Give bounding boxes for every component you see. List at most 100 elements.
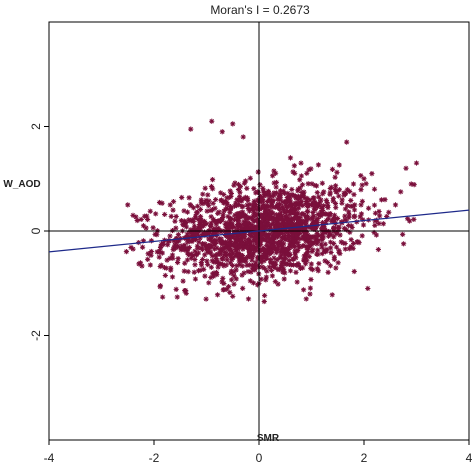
data-point	[231, 216, 238, 223]
data-point	[301, 242, 307, 249]
data-point	[275, 201, 281, 207]
data-point	[266, 196, 272, 202]
data-point	[296, 205, 302, 211]
data-point	[310, 267, 316, 273]
data-point	[295, 199, 302, 206]
data-point	[278, 229, 284, 236]
data-point	[221, 263, 227, 269]
data-point	[212, 252, 218, 258]
data-point	[324, 259, 331, 266]
data-point	[225, 213, 231, 220]
data-point	[365, 205, 372, 211]
data-point	[130, 212, 136, 218]
data-point	[285, 215, 291, 221]
data-point	[168, 213, 174, 219]
data-point	[263, 226, 269, 232]
data-point	[206, 203, 212, 209]
data-point	[212, 240, 219, 247]
data-point	[357, 214, 363, 220]
data-point	[319, 251, 325, 257]
data-point	[263, 237, 269, 243]
data-point	[272, 260, 278, 266]
data-point	[224, 257, 230, 263]
data-point	[262, 190, 268, 196]
data-point	[247, 175, 253, 181]
data-point	[303, 254, 309, 260]
data-point	[202, 252, 208, 258]
data-point	[245, 220, 251, 226]
data-point	[294, 223, 300, 229]
data-point	[223, 220, 229, 226]
data-point	[235, 221, 241, 228]
data-point	[299, 243, 306, 249]
data-point	[273, 215, 279, 221]
data-point	[269, 193, 275, 199]
data-point	[175, 255, 181, 262]
data-point	[208, 233, 214, 240]
data-point	[280, 258, 287, 264]
data-point	[247, 278, 253, 284]
data-point	[174, 235, 180, 242]
data-point	[280, 199, 286, 205]
data-point	[231, 224, 237, 230]
data-point	[318, 197, 324, 203]
data-point	[309, 241, 315, 248]
data-point	[166, 238, 172, 244]
data-point	[283, 251, 289, 257]
data-point	[227, 209, 233, 215]
data-point	[212, 237, 218, 244]
data-point	[244, 202, 250, 208]
data-point	[313, 238, 319, 245]
data-point	[249, 266, 255, 272]
data-point	[308, 265, 314, 272]
data-point	[288, 244, 294, 250]
data-point	[185, 269, 191, 275]
x-axis-label: SMR	[257, 433, 280, 444]
data-point	[335, 215, 341, 222]
data-point	[266, 264, 272, 270]
data-point	[327, 190, 333, 196]
data-point	[339, 200, 345, 206]
data-point	[268, 259, 274, 265]
data-point	[144, 216, 151, 223]
data-point	[230, 250, 236, 257]
data-point	[277, 214, 283, 221]
data-point	[269, 203, 275, 209]
data-point	[316, 260, 322, 267]
data-point	[175, 243, 181, 249]
data-point	[309, 235, 315, 241]
data-point	[360, 222, 367, 228]
data-point	[307, 291, 313, 297]
data-point	[286, 219, 292, 226]
data-point	[285, 234, 291, 240]
data-point	[308, 261, 314, 267]
data-point	[297, 177, 303, 183]
data-point	[249, 222, 255, 228]
data-point	[341, 190, 347, 196]
x-tick-label: 2	[361, 451, 368, 465]
data-point	[231, 203, 238, 209]
data-point	[274, 234, 281, 240]
data-point	[196, 239, 202, 245]
data-point	[342, 213, 348, 219]
data-point	[286, 198, 292, 205]
data-point	[188, 255, 194, 261]
data-point	[314, 220, 321, 226]
data-point	[175, 259, 181, 266]
data-point	[264, 268, 270, 274]
data-point	[346, 209, 352, 215]
data-point	[314, 230, 320, 236]
data-point	[128, 244, 134, 251]
data-point	[266, 207, 272, 213]
data-point	[319, 180, 325, 186]
data-point	[263, 232, 269, 238]
data-point	[229, 277, 235, 283]
data-point	[240, 221, 246, 227]
data-point	[315, 211, 321, 217]
data-point	[277, 255, 283, 261]
data-point	[185, 239, 191, 245]
data-point	[294, 279, 300, 285]
data-point	[377, 213, 383, 219]
data-point	[250, 252, 256, 258]
data-point	[208, 183, 215, 190]
